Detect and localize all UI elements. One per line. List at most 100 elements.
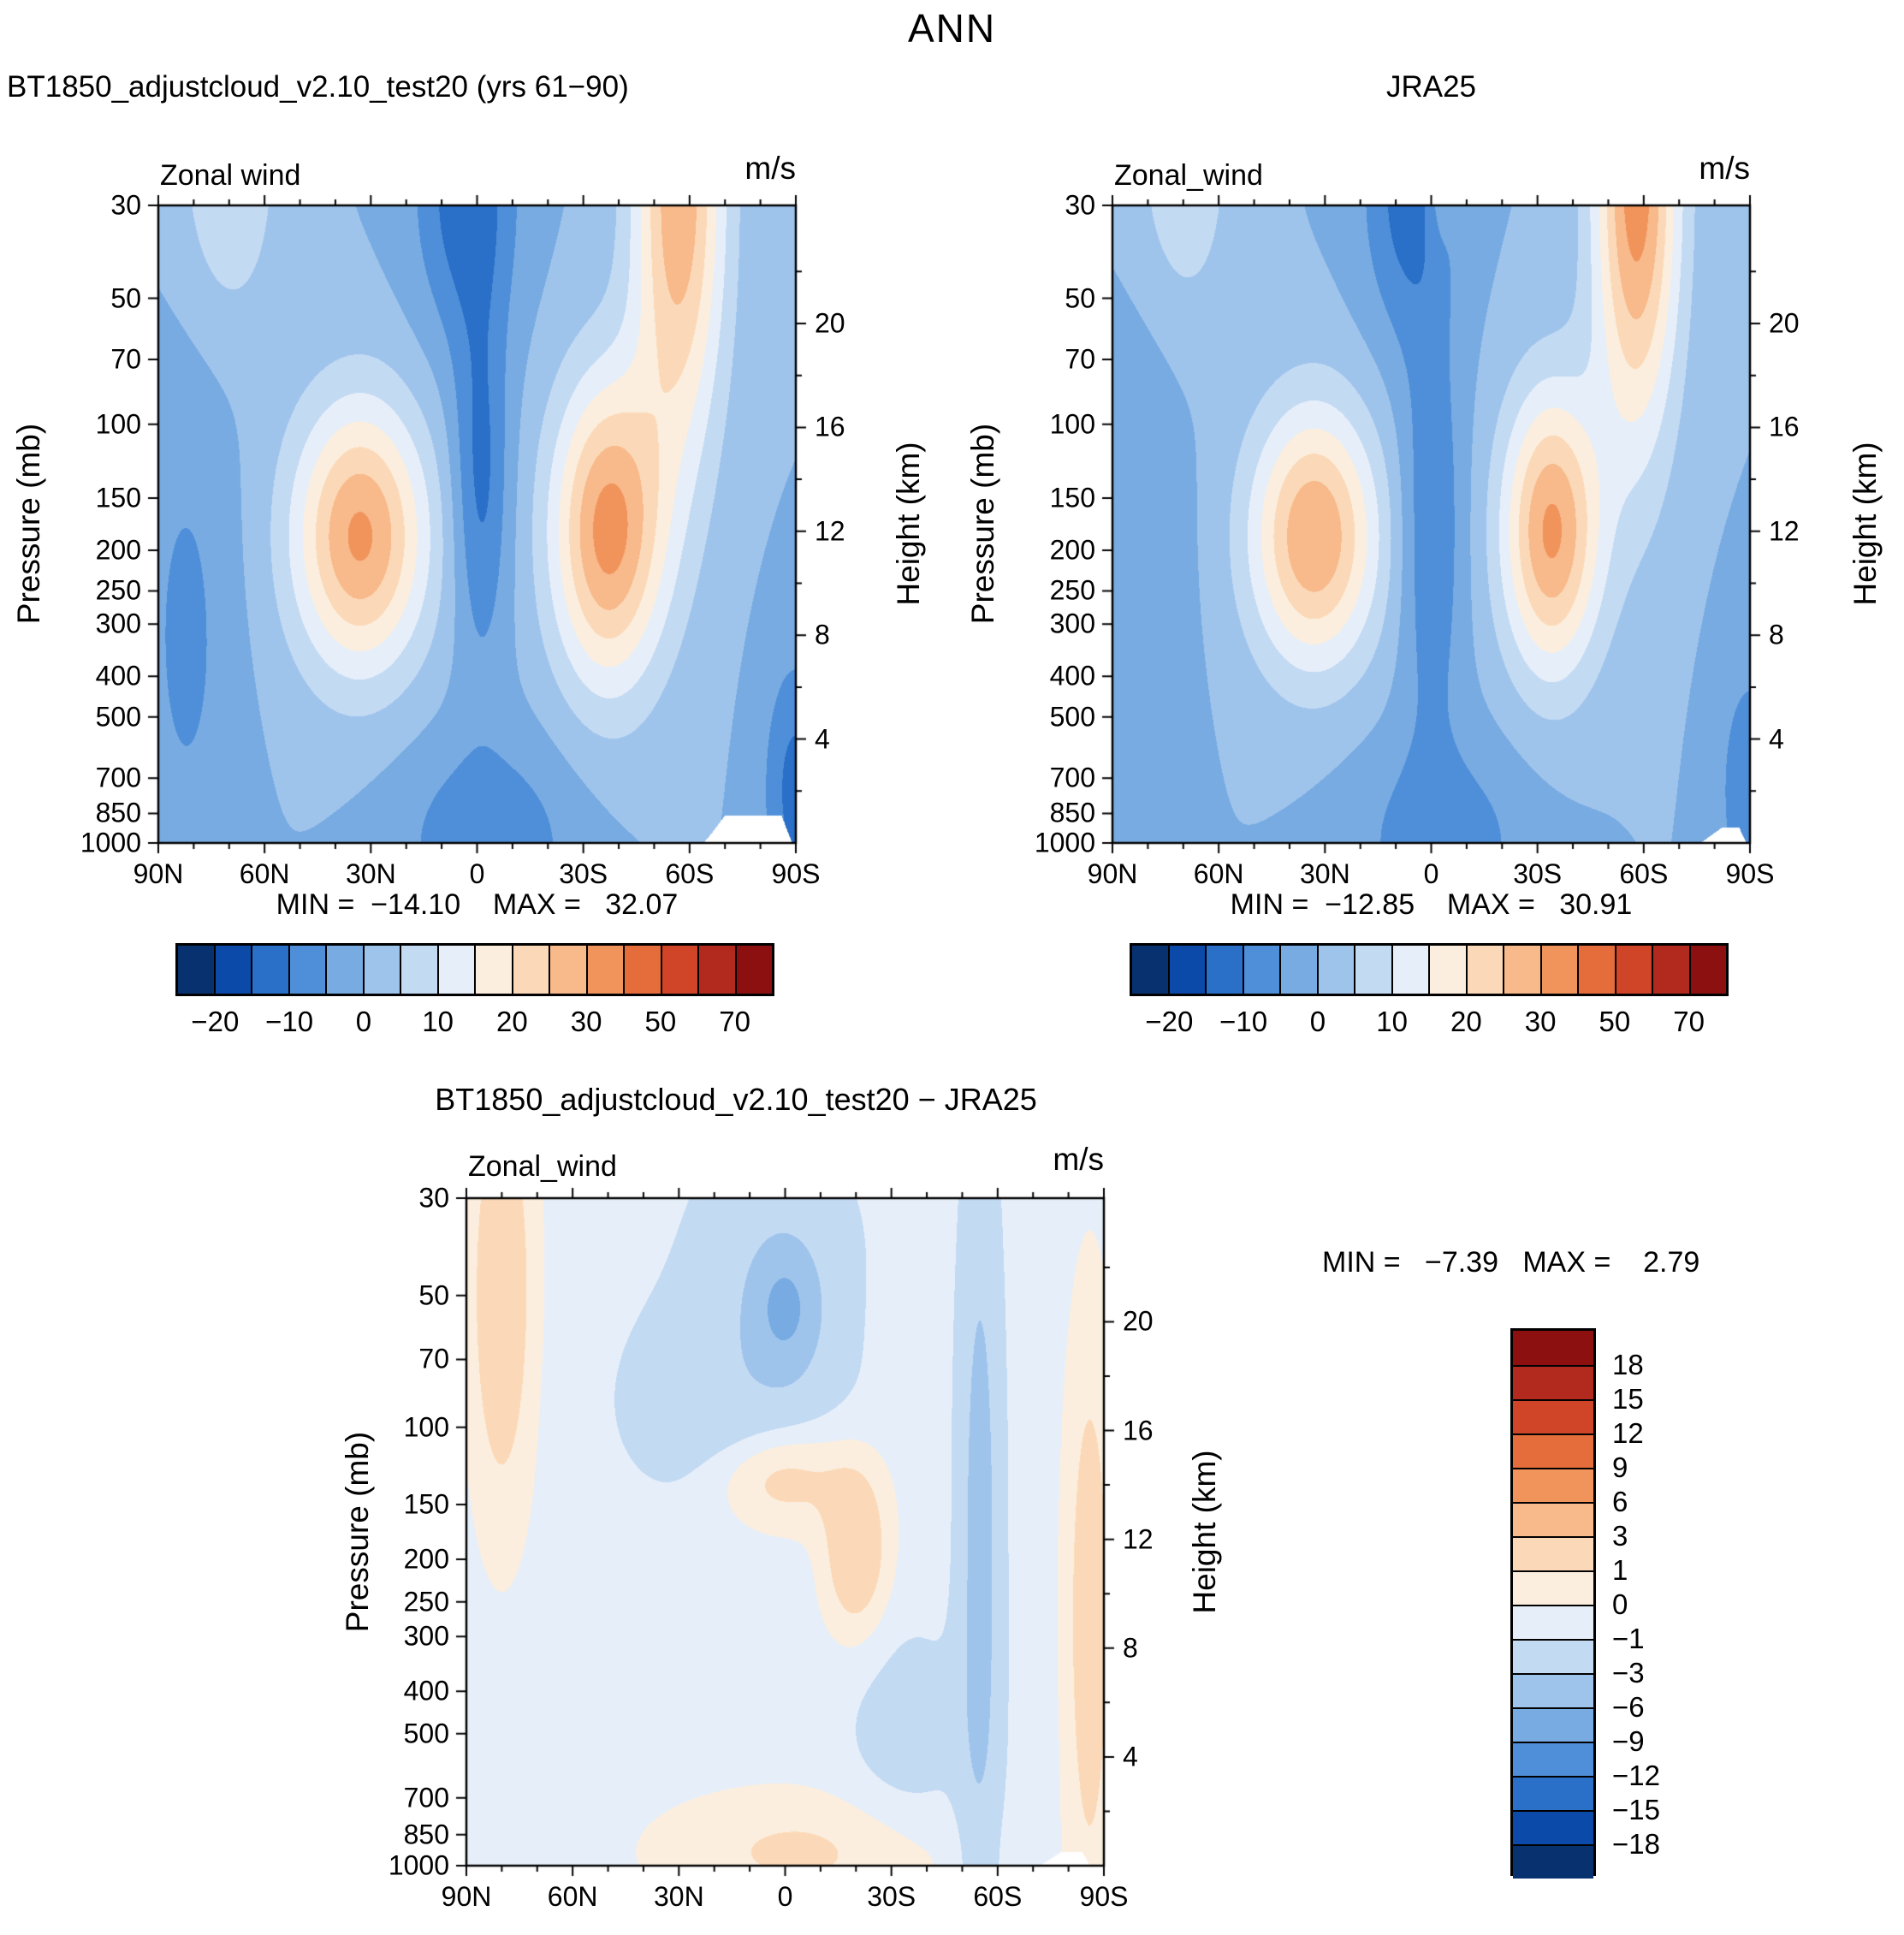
colorbar-cell [1513,1707,1593,1742]
colorbar-tick-label: 10 [1376,1006,1408,1037]
pressure-tick-label: 250 [1049,574,1095,606]
colorbar-cell [325,946,363,994]
model-units-label: m/s [744,151,796,186]
pressure-tick-label: 400 [403,1675,449,1706]
colorbar-tick-label: 30 [570,1006,602,1037]
colorbar-cell [1513,1433,1593,1468]
colorbar-cell [1316,946,1354,994]
pressure-tick-label: 30 [1065,189,1095,221]
colorbar-tick-label: −15 [1612,1794,1660,1825]
colorbar-cell [1132,946,1168,994]
diff-subtitle: Zonal_wind [468,1150,617,1183]
colorbar-tick-label: −3 [1612,1657,1645,1689]
pressure-tick-label: 500 [95,701,141,733]
colorbar-cell [1539,946,1577,994]
diff-units-label: m/s [1053,1142,1104,1177]
colorbar-tick-label: 3 [1612,1520,1628,1552]
colorbar-cell [213,946,251,994]
colorbar-cell [1577,946,1615,994]
colorbar-tick-label: 0 [355,1006,372,1037]
height-tick-label: 20 [1123,1305,1154,1337]
model-panel-title: BT1850_adjustcloud_v2.10_test20 (yrs 61−… [7,70,629,104]
height-tick-label: 12 [815,515,845,547]
model-subtitle: Zonal wind [160,159,301,192]
colorbar-cell [178,946,214,994]
latitude-tick-label: 90S [771,858,821,889]
latitude-tick-label: 0 [469,858,485,889]
colorbar-cell [1354,946,1391,994]
pressure-tick-label: 200 [95,534,141,566]
pressure-tick-label: 1000 [80,827,141,858]
pressure-tick-label: 700 [95,762,141,793]
colorbar-cell [288,946,325,994]
obs-contour-canvas [1099,192,1764,857]
obs-subtitle: Zonal_wind [1114,159,1263,192]
colorbar-cell [1465,946,1503,994]
pressure-tick-label: 1000 [1034,827,1095,858]
colorbar-cell [1513,1468,1593,1502]
diff-colorbar: 18 15 12 9 6 3 1 0 −1 −3 −6 −9 −12 −15 −18 [1510,1328,1660,1879]
colorbar-tick-label: 12 [1612,1417,1644,1449]
height-tick-label: 4 [1769,723,1784,755]
colorbar-tick-label: −20 [1145,1006,1194,1037]
latitude-tick-label: 0 [777,1881,793,1912]
colorbar-cell [1205,946,1243,994]
pressure-tick-label: 700 [403,1782,449,1813]
pressure-tick-label: 70 [418,1343,449,1374]
colorbar-tick-label: −18 [1612,1828,1660,1860]
model-contour-panel: 30 50 70 100 150 200 250 300 400 500 700 850 1000 20 1… [80,190,845,890]
colorbar-cell [436,946,474,994]
colorbar-cell [1279,946,1317,994]
pressure-tick-label: 400 [1049,660,1095,691]
pressure-tick-label: 700 [1049,762,1095,793]
latitude-tick-label: 90N [441,1881,492,1912]
colorbar-tick-label: 70 [1673,1006,1705,1037]
colorbar-cell [585,946,623,994]
colorbar-cell [1614,946,1652,994]
obs-minmax-stats: MIN = −12.85 MAX = 30.91 [1230,888,1633,921]
colorbar-tick-label: 9 [1612,1451,1628,1483]
colorbar-cell [1513,1844,1593,1879]
height-tick-label: 8 [815,619,830,650]
latitude-tick-label: 90N [1087,858,1138,889]
figure-title: ANN [907,6,997,50]
colorbar-tick-label: −6 [1612,1691,1645,1723]
pressure-tick-label: 300 [95,608,141,639]
latitude-tick-label: 90N [133,858,184,889]
pressure-tick-label: 150 [1049,482,1095,513]
colorbar-tick-label: 18 [1612,1349,1644,1380]
colorbar-tick-label: 6 [1612,1486,1628,1517]
latitude-tick-label: 60N [547,1881,598,1912]
colorbar-cell [660,946,697,994]
latitude-tick-label: 90S [1079,1881,1129,1912]
latitude-tick-label: 60S [973,1881,1023,1912]
colorbar-tick-label: 1 [1612,1554,1628,1586]
diff-contour-canvas [453,1184,1118,1879]
colorbar-cell [1513,1365,1593,1399]
colorbar-cell [1428,946,1466,994]
colorbar-cell [1513,1673,1593,1707]
colorbar-cell [511,946,549,994]
pressure-tick-label: 300 [403,1620,449,1652]
latitude-tick-label: 30S [559,858,608,889]
colorbar-cell [1652,946,1689,994]
model-contour-canvas [145,192,810,857]
colorbar-cell [549,946,586,994]
pressure-tick-label: 100 [1049,408,1095,440]
colorbar-tick-label: 30 [1524,1006,1557,1037]
colorbar-cell [1513,1810,1593,1844]
pressure-tick-label: 300 [1049,608,1095,639]
model-minmax-stats: MIN = −14.10 MAX = 32.07 [276,888,679,921]
colorbar-tick-label: 20 [1450,1006,1482,1037]
colorbar-cell [1513,1399,1593,1433]
pressure-tick-label: 70 [110,343,141,375]
obs-panel-title: JRA25 [1385,70,1477,104]
colorbar-tick-label: −20 [191,1006,240,1037]
obs-pressure-axis-title: Pressure (mb) [965,423,1000,625]
pressure-tick-label: 50 [110,282,141,314]
pressure-tick-label: 500 [1049,701,1095,733]
latitude-tick-label: 30N [345,858,396,889]
colorbar-tick-label: −10 [1219,1006,1268,1037]
pressure-tick-label: 250 [95,574,141,606]
